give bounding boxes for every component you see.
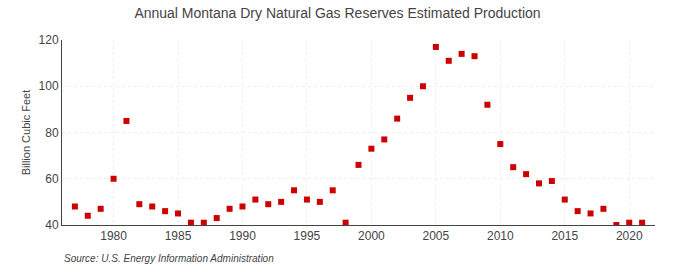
svg-text:2010: 2010 [487, 229, 514, 243]
svg-text:2005: 2005 [422, 229, 449, 243]
svg-text:2015: 2015 [551, 229, 578, 243]
svg-text:1990: 1990 [229, 229, 256, 243]
svg-text:2000: 2000 [358, 229, 385, 243]
svg-text:100: 100 [39, 79, 59, 93]
svg-text:2020: 2020 [616, 229, 643, 243]
svg-text:1995: 1995 [294, 229, 321, 243]
svg-text:80: 80 [45, 126, 59, 140]
svg-text:60: 60 [45, 172, 59, 186]
svg-text:Annual Montana Dry Natural Gas: Annual Montana Dry Natural Gas Reserves … [134, 5, 540, 21]
svg-text:Source: U.S. Energy Informatio: Source: U.S. Energy Information Administ… [64, 253, 274, 264]
svg-text:Billion Cubic Feet: Billion Cubic Feet [20, 90, 32, 176]
svg-text:40: 40 [45, 218, 59, 232]
svg-text:120: 120 [39, 33, 59, 47]
svg-text:1985: 1985 [165, 229, 192, 243]
svg-text:1980: 1980 [100, 229, 127, 243]
